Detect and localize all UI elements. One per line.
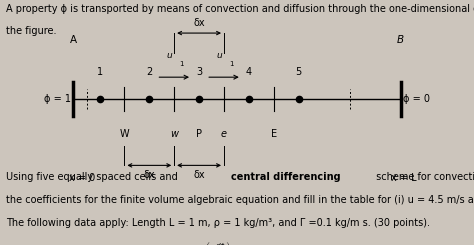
Text: P: P [196,129,202,139]
Text: E: E [271,129,277,139]
Text: central differencing: central differencing [231,172,341,182]
Text: ϕ = 0: ϕ = 0 [403,94,430,104]
Text: $\frac{d}{dx}(\rho u \phi) = \frac{d}{dx}\left(\Gamma\frac{d\phi}{dx}\right)$: $\frac{d}{dx}(\rho u \phi) = \frac{d}{dx… [143,239,231,245]
Text: ϕ = 1: ϕ = 1 [44,94,71,104]
Text: The following data apply: Length L = 1 m, ρ = 1 kg/m³, and Γ =0.1 kg/m s. (30 po: The following data apply: Length L = 1 m… [6,218,430,228]
Text: w: w [170,129,178,139]
Text: Using five equally spaced cells and: Using five equally spaced cells and [6,172,181,182]
Text: the coefficients for the finite volume algebraic equation and fill in the table : the coefficients for the finite volume a… [6,195,474,205]
Text: A property ϕ is transported by means of convection and diffusion through the one: A property ϕ is transported by means of … [6,4,474,14]
Text: 3: 3 [196,67,202,77]
Text: e: e [221,129,227,139]
Text: 1: 1 [179,61,183,67]
Text: W: W [119,129,129,139]
Text: B: B [397,35,404,45]
Text: 5: 5 [295,67,302,77]
Text: 2: 2 [146,67,153,77]
Text: u: u [216,51,222,60]
Text: A: A [70,35,77,45]
Text: 1: 1 [97,67,102,77]
Text: the figure.: the figure. [6,26,56,36]
Text: scheme for convection - diffusion obtain the values of: scheme for convection - diffusion obtain… [373,172,474,182]
Text: 1: 1 [229,61,233,67]
Text: 4: 4 [246,67,252,77]
Text: x = L: x = L [391,173,417,183]
Text: δx: δx [144,170,155,180]
Text: u: u [166,51,173,60]
Text: δx: δx [193,170,205,180]
Text: δx: δx [193,18,205,28]
Text: x = 0: x = 0 [69,173,95,183]
